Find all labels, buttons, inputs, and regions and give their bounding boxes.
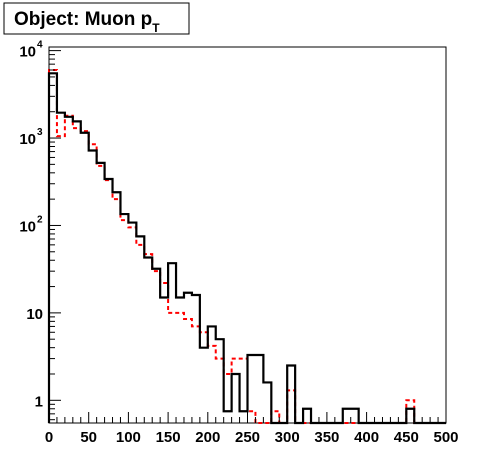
x-tick-label: 100 bbox=[116, 429, 141, 446]
x-tick-label: 400 bbox=[354, 429, 379, 446]
title-box: Object: Muon pT bbox=[3, 2, 190, 35]
x-tick-label: 50 bbox=[80, 429, 97, 446]
y-tick-label: 10 bbox=[19, 218, 36, 235]
chart-title: Object: Muon pT bbox=[14, 9, 160, 35]
y-tick-label: 10 bbox=[19, 131, 36, 148]
title-subscript: T bbox=[152, 21, 160, 35]
title-text: Object: Muon p bbox=[14, 9, 152, 30]
x-tick-label: 450 bbox=[394, 429, 419, 446]
y-tick-label: 10 bbox=[19, 44, 36, 61]
y-tick-exponent: 3 bbox=[37, 127, 43, 138]
series-layer bbox=[47, 69, 446, 425]
x-tick-label: 0 bbox=[45, 429, 53, 446]
y-tick-label: 10 bbox=[26, 306, 43, 323]
x-tick-label: 200 bbox=[195, 429, 220, 446]
y-tick-exponent: 4 bbox=[37, 40, 43, 51]
x-tick-label: 250 bbox=[235, 429, 260, 446]
series-dashed-red bbox=[48, 69, 446, 424]
x-tick-label: 150 bbox=[156, 429, 181, 446]
x-tick-label: 300 bbox=[275, 429, 300, 446]
series-solid-black bbox=[47, 72, 446, 425]
y-tick-exponent: 2 bbox=[37, 214, 43, 225]
x-tick-label: 500 bbox=[433, 429, 458, 446]
x-tick-label: 350 bbox=[314, 429, 339, 446]
y-tick-label: 1 bbox=[35, 393, 43, 410]
